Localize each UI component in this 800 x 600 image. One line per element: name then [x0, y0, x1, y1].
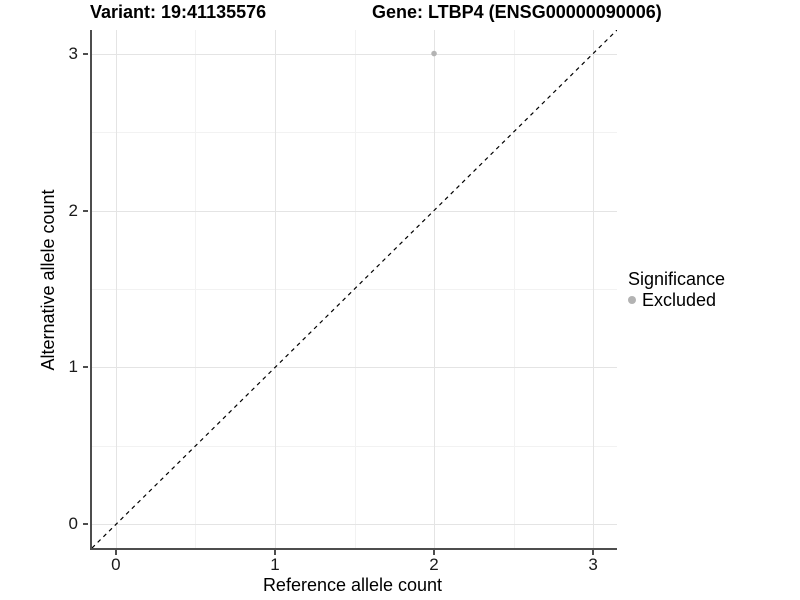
legend-entry-excluded: Excluded	[628, 290, 725, 310]
tick-mark	[433, 550, 436, 555]
gridline	[434, 30, 436, 548]
y-axis-title: Alternative allele count	[38, 189, 58, 371]
gridlines	[92, 30, 617, 548]
y-tick-label: 0	[68, 514, 78, 534]
gridline	[92, 524, 617, 526]
tick-mark	[83, 209, 88, 212]
tick-mark	[114, 550, 117, 555]
x-tick-label: 2	[429, 555, 439, 574]
y-tick-label: 1	[68, 357, 78, 377]
gridline	[115, 30, 117, 548]
legend: Significance Excluded	[628, 269, 725, 310]
gridline	[92, 53, 617, 55]
gridline	[593, 30, 595, 548]
tick-mark	[273, 550, 276, 555]
tick-mark	[83, 523, 88, 526]
x-tick-label: 1	[270, 555, 280, 574]
tick-mark	[83, 366, 88, 369]
x-axis-ticks	[92, 550, 617, 556]
excluded-dot-icon	[628, 296, 636, 304]
gene-title: Gene: LTBP4 (ENSG00000090006)	[372, 2, 662, 22]
legend-entry-label: Excluded	[642, 290, 717, 310]
gridline	[92, 132, 617, 134]
legend-title: Significance	[628, 269, 726, 289]
gridline	[92, 210, 617, 212]
variant-title: Variant: 19:41135576	[90, 2, 267, 22]
y-axis-ticks	[83, 30, 89, 548]
x-axis-title: Reference allele count	[262, 575, 443, 595]
gridline	[274, 30, 276, 548]
plot-panel	[90, 30, 617, 550]
y-tick-label: 3	[68, 43, 78, 63]
gridline	[92, 445, 617, 447]
y-tick-label: 2	[68, 200, 78, 220]
tick-mark	[592, 550, 595, 555]
plot-layer	[92, 30, 617, 548]
identity-dashed-line	[92, 30, 617, 548]
x-tick-label: 3	[588, 555, 598, 574]
x-tick-label: 0	[111, 555, 121, 574]
data-point-excluded	[431, 50, 437, 57]
tick-mark	[83, 52, 88, 55]
gridline	[92, 367, 617, 369]
